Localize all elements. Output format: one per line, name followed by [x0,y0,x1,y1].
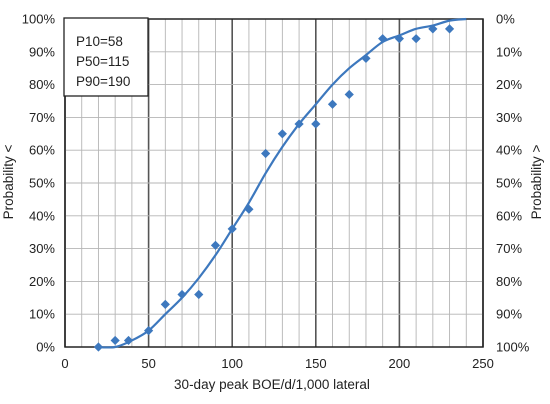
x-tick-label: 0 [61,356,68,371]
data-point [93,342,104,352]
plot-frame [64,18,484,348]
data-point [327,99,338,109]
data-point [144,326,154,336]
right-tick-label: 0% [496,12,515,27]
data-point [261,148,271,159]
data-point [411,34,421,44]
right-tick-label: 90% [496,307,522,322]
right-tick-label: 40% [496,143,522,158]
x-axis-title: 30-day peak BOE/d/1,000 lateral [174,377,370,392]
left-tick-label: 50% [29,176,55,191]
p90-label: P90=190 [76,74,130,89]
x-tick-label: 150 [305,356,327,371]
data-point [123,335,134,346]
data-point [244,204,254,214]
data-point [177,289,187,300]
x-tick-label: 250 [472,356,494,371]
p10-label: P10=58 [76,34,123,49]
percentile-legend-box: P10=58 P50=115 P90=190 [63,17,149,97]
x-axis: 0 50 100 150 200 250 [61,356,493,371]
data-point [277,129,287,139]
data-point [394,34,404,44]
left-tick-label: 10% [29,307,55,322]
data-point [160,299,170,309]
data-point [344,89,354,100]
right-tick-label: 70% [496,241,522,256]
right-tick-label: 60% [496,208,522,223]
left-tick-label: 90% [29,44,55,59]
data-point [227,224,237,234]
x-tick-label: 200 [389,356,411,371]
left-tick-label: 0% [36,340,55,355]
right-tick-label: 100% [496,340,530,355]
data-point [110,335,120,346]
legend-box [63,17,149,97]
right-axis: 100% 90% 80% 70% 60% 50% 40% 30% 20% 10% 0% [496,12,530,355]
right-tick-label: 30% [496,110,522,125]
left-tick-label: 80% [29,77,55,92]
right-tick-label: 10% [496,44,522,59]
data-point [194,289,204,300]
fitted-curve-layer [95,17,467,349]
left-axis: 0% 10% 20% 30% 40% 50% 60% 70% 80% 90% 100% [22,12,56,355]
left-tick-label: 70% [29,110,55,125]
data-points [93,24,455,352]
right-tick-label: 80% [496,274,522,289]
plot-border [64,18,484,348]
data-point [428,24,438,34]
data-point [444,24,455,34]
left-tick-label: 40% [29,208,55,223]
right-axis-title: Probability > [529,145,544,220]
data-point [311,119,321,129]
left-tick-label: 30% [29,241,55,256]
x-tick-label: 100 [221,356,243,371]
data-point [294,119,304,129]
p50-label: P50=115 [76,54,129,69]
right-tick-label: 20% [496,77,522,92]
fitted-curve [95,17,467,349]
data-point [210,240,221,250]
left-axis-title: Probability < [1,145,16,220]
left-tick-label: 100% [22,12,56,27]
x-tick-label: 50 [141,356,155,371]
data-point [361,53,371,63]
right-tick-label: 50% [496,176,522,191]
data-point [378,34,388,44]
left-tick-label: 60% [29,143,55,158]
left-tick-label: 20% [29,274,55,289]
